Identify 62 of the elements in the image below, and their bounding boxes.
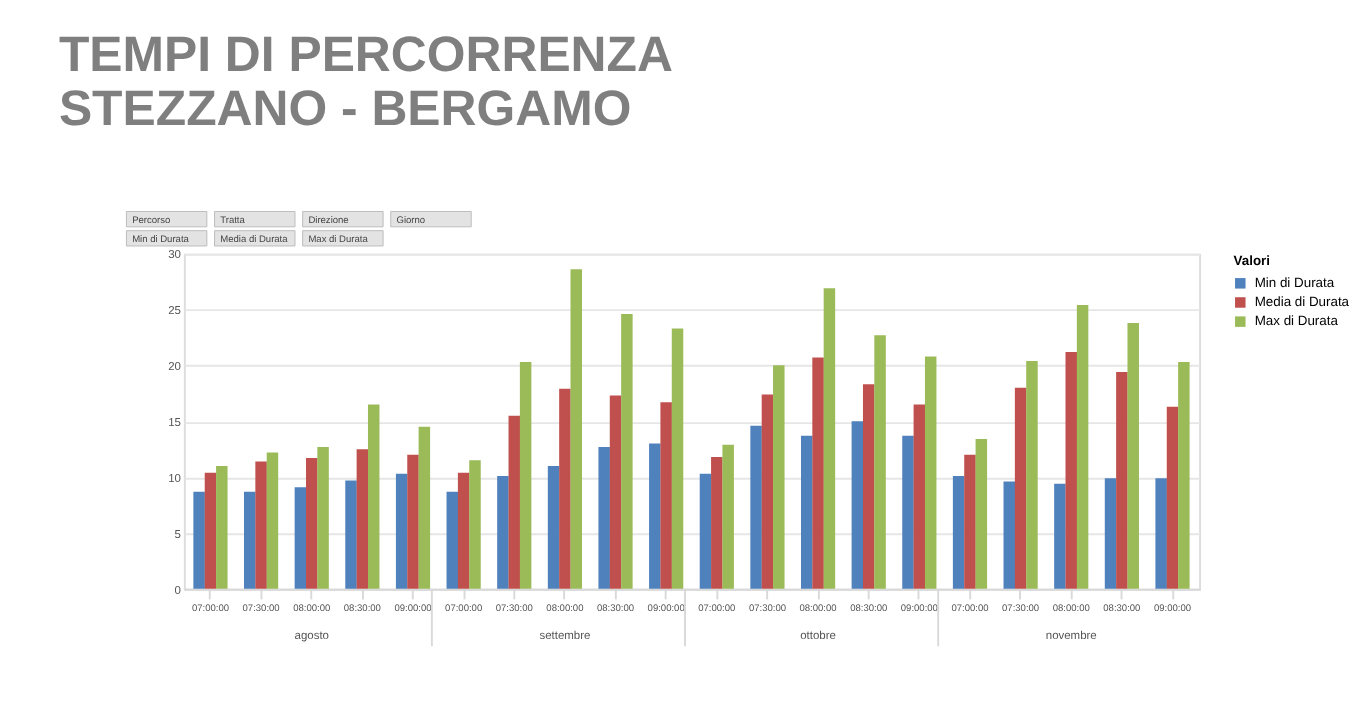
bar bbox=[519, 362, 532, 589]
bar bbox=[1054, 483, 1066, 589]
bar bbox=[497, 475, 509, 589]
bar bbox=[1003, 481, 1016, 589]
bar bbox=[711, 457, 723, 589]
bar bbox=[913, 404, 926, 589]
bar bbox=[862, 384, 875, 589]
bar bbox=[1178, 362, 1190, 589]
bar bbox=[469, 460, 481, 589]
bar bbox=[800, 435, 813, 589]
bar bbox=[1116, 372, 1128, 589]
bar bbox=[1127, 322, 1139, 589]
bar bbox=[851, 421, 864, 589]
bar bbox=[975, 439, 988, 589]
bar bbox=[902, 435, 914, 589]
bar bbox=[1065, 351, 1077, 589]
bar bbox=[722, 444, 734, 589]
text: STEZZANO - BERGAMO bbox=[58, 80, 632, 137]
bar bbox=[395, 473, 408, 589]
bar bbox=[1155, 478, 1167, 589]
bar bbox=[1026, 360, 1038, 589]
bar bbox=[874, 335, 886, 589]
bar bbox=[812, 357, 824, 589]
bar bbox=[418, 426, 431, 589]
bar bbox=[305, 458, 318, 589]
bar bbox=[317, 446, 329, 589]
bar bbox=[204, 472, 217, 589]
bar bbox=[255, 461, 267, 589]
bar bbox=[750, 425, 762, 589]
bar bbox=[609, 395, 622, 589]
bar bbox=[924, 356, 937, 589]
bar bbox=[1104, 478, 1117, 589]
bar bbox=[699, 473, 712, 589]
bar bbox=[570, 269, 582, 589]
bar bbox=[559, 388, 571, 589]
bar bbox=[216, 465, 228, 589]
bar bbox=[598, 446, 610, 589]
bar bbox=[547, 465, 560, 589]
bar bbox=[964, 454, 976, 589]
bar bbox=[1166, 406, 1179, 589]
bar bbox=[457, 472, 470, 589]
bar bbox=[761, 394, 774, 589]
bar bbox=[1014, 387, 1027, 589]
bar bbox=[952, 475, 965, 589]
bar bbox=[671, 328, 684, 589]
bar bbox=[773, 365, 785, 589]
bar bbox=[367, 404, 380, 589]
bar bbox=[407, 454, 419, 589]
bar bbox=[508, 415, 521, 589]
bar bbox=[649, 443, 661, 589]
bar bbox=[193, 491, 205, 589]
bar bbox=[356, 449, 369, 589]
bar bbox=[660, 402, 672, 589]
bar bbox=[1076, 305, 1089, 589]
bar bbox=[266, 452, 279, 589]
bar bbox=[446, 491, 459, 589]
bar bbox=[823, 288, 836, 589]
bar bbox=[244, 491, 256, 589]
bar bbox=[345, 480, 357, 589]
bar bbox=[294, 487, 307, 589]
bar bbox=[621, 313, 633, 589]
text: TEMPI DI PERCORRENZA bbox=[58, 27, 673, 84]
